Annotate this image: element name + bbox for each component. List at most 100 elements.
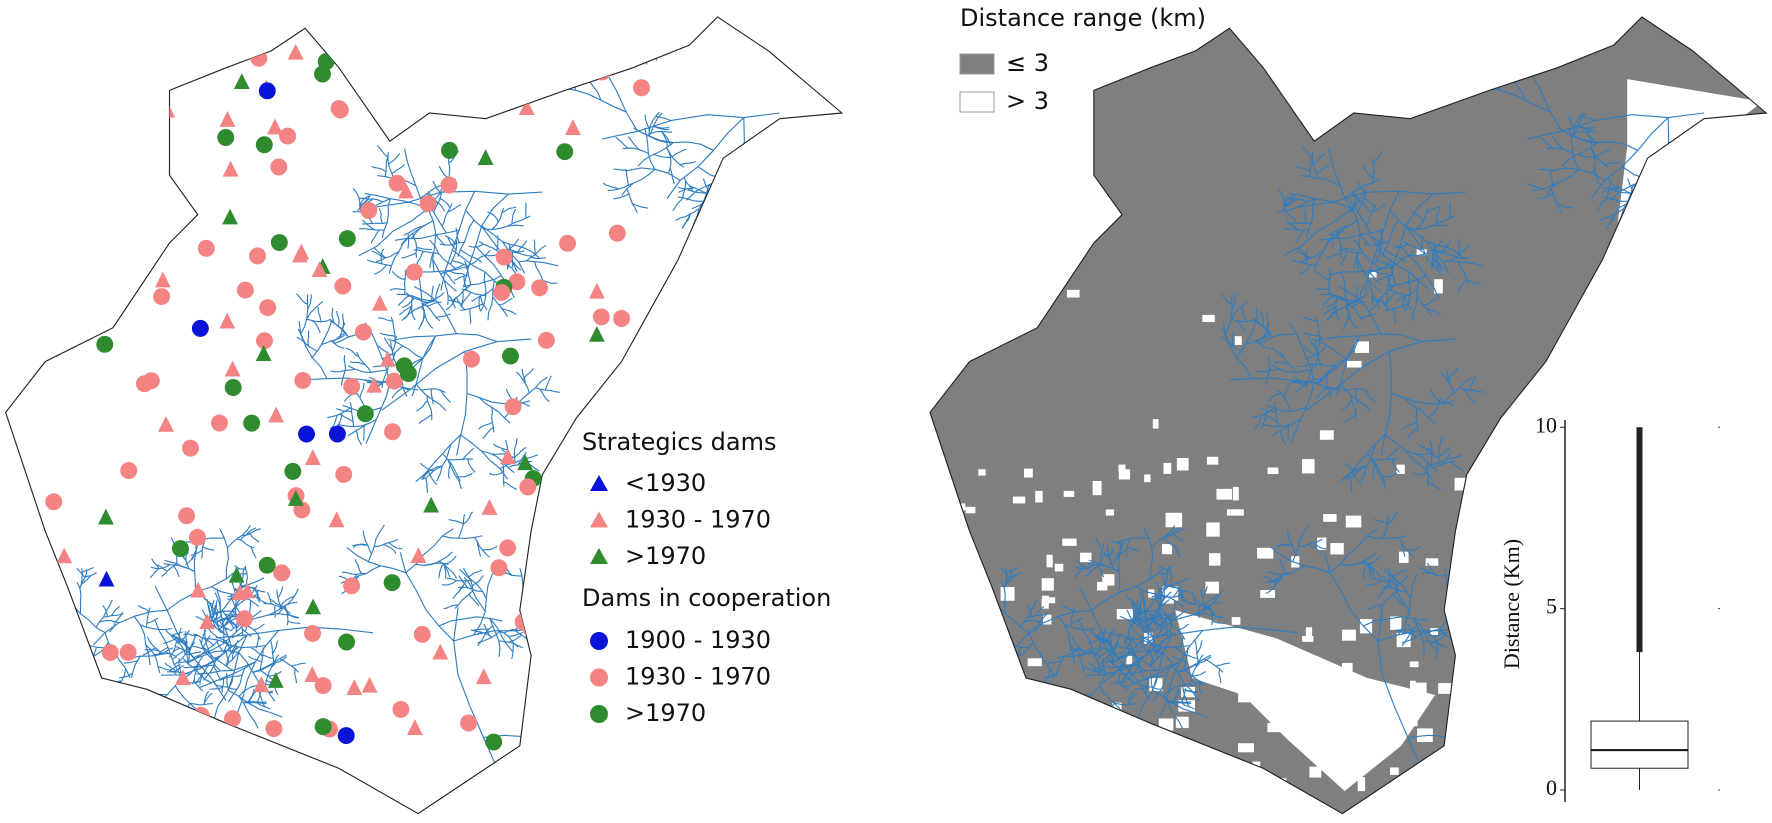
river [204,637,221,672]
river [211,634,248,726]
river [347,365,388,374]
river [1088,662,1102,673]
river [471,288,494,302]
river [1578,154,1596,159]
white-patch [1126,655,1133,665]
river [468,243,484,248]
river [1336,335,1361,397]
river [556,641,560,658]
river [1368,272,1381,285]
river [1369,235,1382,246]
river [1297,363,1338,368]
river [1381,219,1399,258]
river [1156,645,1163,660]
river [1475,742,1479,768]
river [1658,179,1665,196]
river [1478,700,1481,717]
white-patch [1298,735,1306,744]
dam-marker [273,564,291,582]
river [399,552,455,642]
river [1439,400,1455,407]
river [1317,333,1422,343]
river [1652,215,1680,219]
river [1308,337,1318,351]
dam-marker [44,262,62,280]
river [1059,707,1073,714]
river [537,699,561,708]
river [1635,185,1652,191]
river [1405,225,1450,274]
river [666,147,685,168]
river [1028,632,1056,679]
river [714,194,736,213]
river [1324,552,1379,642]
river [169,664,181,671]
river [608,730,620,744]
river [735,224,747,239]
white-patch [1409,661,1419,668]
river [1537,167,1605,181]
river [410,295,416,321]
white-patch [953,503,966,511]
river [151,558,160,569]
river [1097,649,1110,660]
dam-marker [175,669,191,686]
river [1551,136,1564,150]
river [734,172,752,214]
river [1486,66,1503,70]
river [482,545,498,551]
river [354,559,362,574]
river [447,459,461,482]
white-patch [1302,635,1314,642]
river [213,600,218,615]
river [345,347,360,358]
river [1468,375,1477,391]
river [565,41,573,57]
river [1590,147,1609,168]
river [151,704,160,718]
river [739,117,745,230]
river [1540,725,1556,731]
river [1286,221,1312,225]
river [1731,181,1748,187]
river [418,414,432,425]
river [522,368,534,380]
river [1327,224,1351,236]
river [307,294,312,310]
river [748,216,751,234]
river [566,642,577,657]
river [711,185,728,191]
river [563,16,599,52]
river [1423,640,1448,649]
river [363,425,366,441]
river [1477,752,1493,759]
river [398,305,413,316]
dam-marker [250,49,268,67]
river [391,270,406,281]
river [457,513,466,539]
river [355,430,363,446]
river [509,258,522,271]
river [1432,258,1443,272]
river [1172,655,1187,662]
river [219,528,230,579]
river [227,525,251,549]
river [1372,150,1384,164]
river [697,166,758,204]
dam-marker [519,478,537,496]
river [306,294,309,320]
dam-marker [99,739,115,756]
river [734,185,740,229]
river [1382,575,1393,589]
river [476,541,482,557]
dam-marker [314,65,331,83]
river [1328,148,1353,210]
river [404,269,407,295]
river [1075,564,1095,570]
white-patch [1044,597,1056,604]
river [508,634,523,643]
river [1177,588,1185,600]
river [1359,283,1365,299]
river [518,260,559,267]
river [679,160,696,166]
